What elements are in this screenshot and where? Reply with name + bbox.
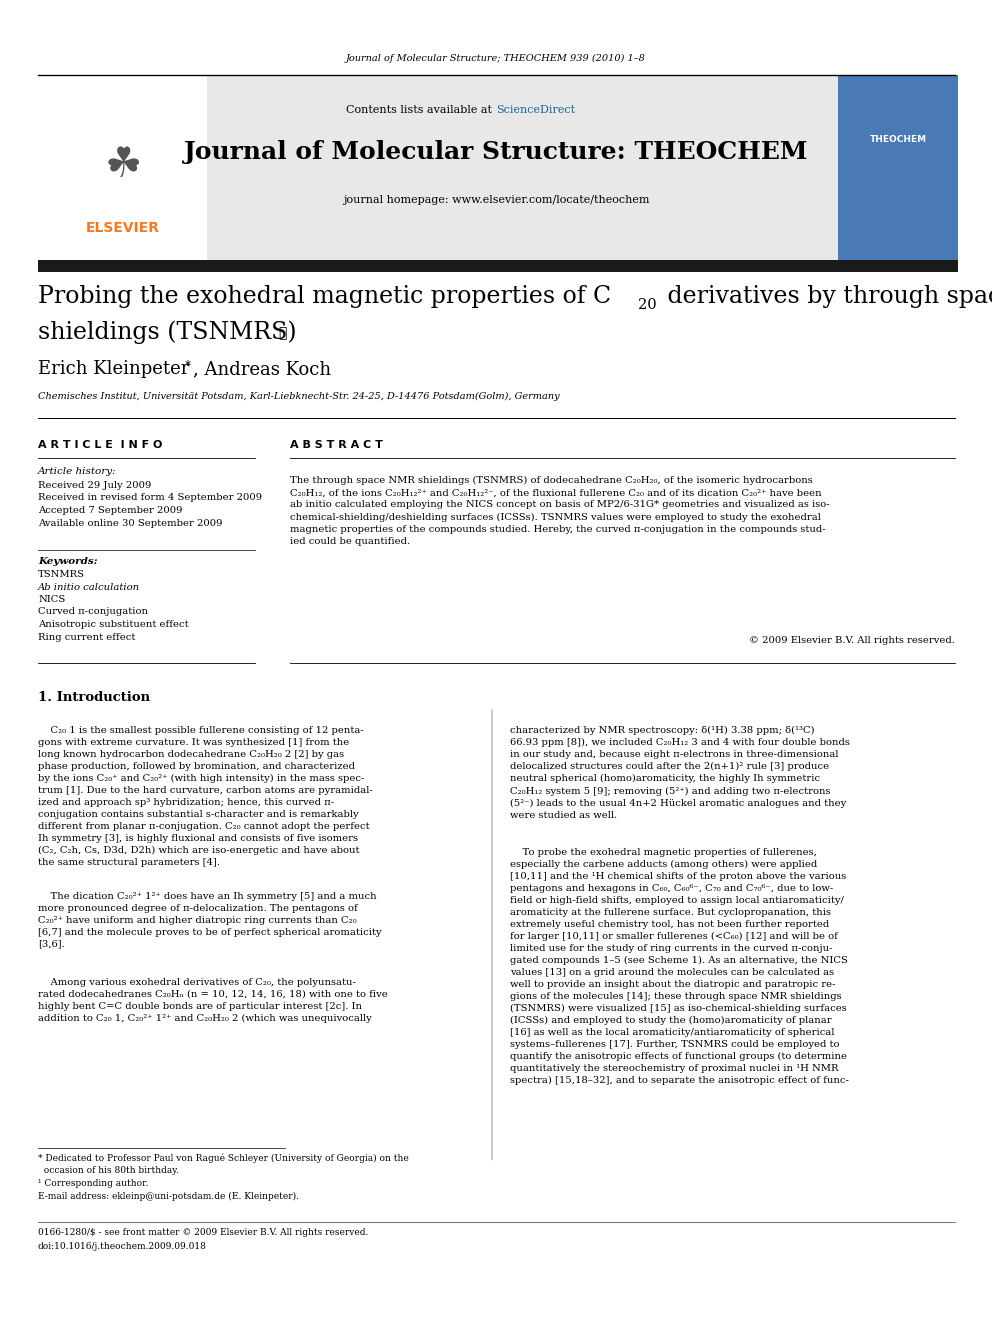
Text: *: * xyxy=(185,360,191,373)
Text: Journal of Molecular Structure: THEOCHEM: Journal of Molecular Structure: THEOCHEM xyxy=(184,140,808,164)
Text: TSNMRS: TSNMRS xyxy=(38,570,85,579)
Text: occasion of his 80th birthday.: occasion of his 80th birthday. xyxy=(38,1166,179,1175)
Text: Journal of Molecular Structure; THEOCHEM 939 (2010) 1–8: Journal of Molecular Structure; THEOCHEM… xyxy=(346,53,646,62)
Text: 1. Introduction: 1. Introduction xyxy=(38,691,150,704)
Text: Article history:: Article history: xyxy=(38,467,117,476)
Text: Keywords:: Keywords: xyxy=(38,557,97,566)
Text: 20: 20 xyxy=(638,298,657,312)
Text: Anisotropic substituent effect: Anisotropic substituent effect xyxy=(38,620,188,628)
Text: Received 29 July 2009: Received 29 July 2009 xyxy=(38,482,152,490)
Text: shieldings (TSNMRS): shieldings (TSNMRS) xyxy=(38,320,297,344)
Bar xyxy=(38,75,207,261)
Text: The dication C₂₀²⁺ 1²⁺ does have an Ih symmetry [5] and a much
more pronounced d: The dication C₂₀²⁺ 1²⁺ does have an Ih s… xyxy=(38,892,382,949)
Text: ☆: ☆ xyxy=(278,325,287,340)
Text: NICS: NICS xyxy=(38,595,65,605)
Text: Among various exohedral derivatives of C₂₀, the polyunsatu-
rated dodecahedranes: Among various exohedral derivatives of C… xyxy=(38,978,388,1023)
Bar xyxy=(838,75,958,261)
Text: ELSEVIER: ELSEVIER xyxy=(86,221,160,235)
Text: A R T I C L E  I N F O: A R T I C L E I N F O xyxy=(38,441,163,450)
Text: © 2009 Elsevier B.V. All rights reserved.: © 2009 Elsevier B.V. All rights reserved… xyxy=(749,636,955,646)
Text: , Andreas Koch: , Andreas Koch xyxy=(193,360,331,378)
Text: A B S T R A C T: A B S T R A C T xyxy=(290,441,383,450)
Text: Available online 30 September 2009: Available online 30 September 2009 xyxy=(38,519,222,528)
Text: Probing the exohedral magnetic properties of C: Probing the exohedral magnetic propertie… xyxy=(38,284,611,308)
Text: ScienceDirect: ScienceDirect xyxy=(496,105,575,115)
Text: ☘: ☘ xyxy=(104,144,142,187)
Text: The through space NMR shieldings (TSNMRS) of dodecahedrane C₂₀H₂₀, of the isomer: The through space NMR shieldings (TSNMRS… xyxy=(290,476,829,546)
Text: ¹ Corresponding author.: ¹ Corresponding author. xyxy=(38,1179,149,1188)
Text: Accepted 7 September 2009: Accepted 7 September 2009 xyxy=(38,505,183,515)
Text: * Dedicated to Professor Paul von Ragué Schleyer (University of Georgia) on the: * Dedicated to Professor Paul von Ragué … xyxy=(38,1154,409,1163)
Bar xyxy=(207,75,838,261)
Text: characterized by NMR spectroscopy: δ(¹H) 3.38 ppm; δ(¹³C)
66.93 ppm [8]), we inc: characterized by NMR spectroscopy: δ(¹H)… xyxy=(510,726,850,819)
Text: doi:10.1016/j.theochem.2009.09.018: doi:10.1016/j.theochem.2009.09.018 xyxy=(38,1242,207,1252)
Text: Erich Kleinpeter: Erich Kleinpeter xyxy=(38,360,189,378)
Bar xyxy=(38,261,958,273)
Text: To probe the exohedral magnetic properties of fullerenes,
especially the carbene: To probe the exohedral magnetic properti… xyxy=(510,848,849,1085)
Text: journal homepage: www.elsevier.com/locate/theochem: journal homepage: www.elsevier.com/locat… xyxy=(343,194,649,205)
Text: Ring current effect: Ring current effect xyxy=(38,632,135,642)
Text: E-mail address: ekleinp@uni-potsdam.de (E. Kleinpeter).: E-mail address: ekleinp@uni-potsdam.de (… xyxy=(38,1192,299,1201)
Text: Chemisches Institut, Universität Potsdam, Karl-Liebknecht-Str. 24-25, D-14476 Po: Chemisches Institut, Universität Potsdam… xyxy=(38,392,559,401)
Text: Contents lists available at: Contents lists available at xyxy=(346,105,496,115)
Text: Received in revised form 4 September 2009: Received in revised form 4 September 200… xyxy=(38,493,262,503)
Text: Curved π-conjugation: Curved π-conjugation xyxy=(38,607,148,617)
Text: Ab initio calculation: Ab initio calculation xyxy=(38,582,140,591)
Text: derivatives by through space NMR: derivatives by through space NMR xyxy=(660,284,992,308)
Text: C₂₀ 1 is the smallest possible fullerene consisting of 12 penta-
gons with extre: C₂₀ 1 is the smallest possible fullerene… xyxy=(38,726,373,867)
Text: 0166-1280/$ - see front matter © 2009 Elsevier B.V. All rights reserved.: 0166-1280/$ - see front matter © 2009 El… xyxy=(38,1228,368,1237)
Text: THEOCHEM: THEOCHEM xyxy=(869,135,927,144)
